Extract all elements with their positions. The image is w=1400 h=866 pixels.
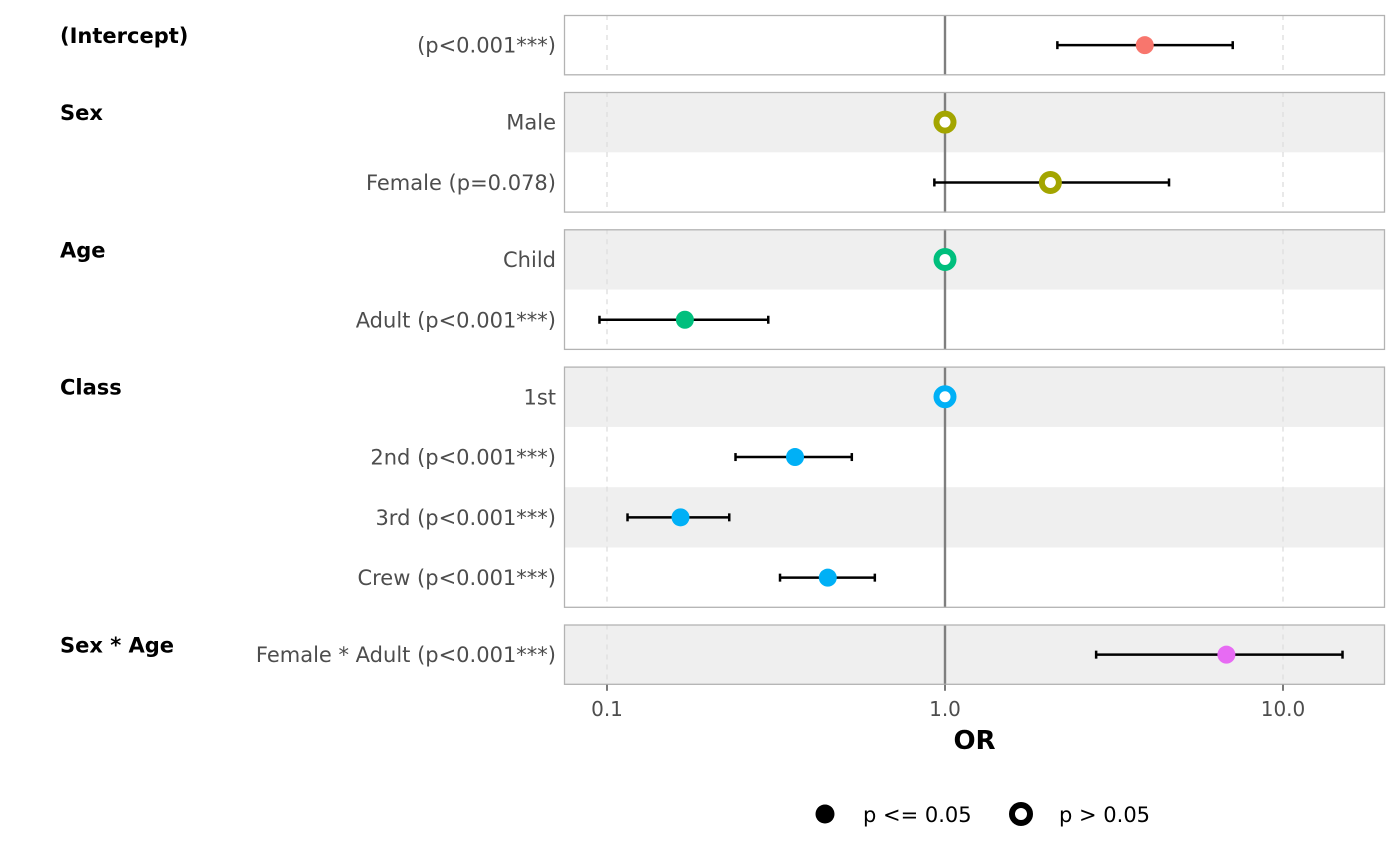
group-label: (Intercept) bbox=[60, 24, 188, 48]
row-stripe bbox=[564, 366, 1385, 427]
row-stripe bbox=[564, 92, 1385, 153]
x-tick-label: 1.0 bbox=[929, 697, 961, 721]
row-label: Adult (p<0.001***) bbox=[356, 308, 556, 332]
point-nonsignificant bbox=[1038, 170, 1062, 194]
row-label: Female * Adult (p<0.001***) bbox=[256, 643, 556, 667]
panel-border bbox=[563, 229, 1386, 351]
panel-border bbox=[563, 366, 1386, 608]
group-label: Age bbox=[60, 238, 106, 262]
legend-key-significant bbox=[815, 804, 835, 824]
point-significant bbox=[1135, 36, 1154, 55]
legend-label: p <= 0.05 bbox=[863, 803, 972, 827]
group-label: Sex bbox=[60, 101, 103, 125]
point-nonsignificant bbox=[933, 247, 957, 271]
legend-key-nonsignificant bbox=[1009, 802, 1033, 826]
legend-label: p > 0.05 bbox=[1059, 803, 1150, 827]
point-significant bbox=[675, 310, 694, 329]
row-label: Female (p=0.078) bbox=[366, 171, 556, 195]
row-label: 1st bbox=[523, 385, 556, 409]
x-tick-label: 0.1 bbox=[591, 697, 623, 721]
row-label: Male bbox=[506, 111, 556, 135]
group-label: Class bbox=[60, 376, 122, 400]
row-stripe bbox=[564, 229, 1385, 290]
point-significant bbox=[786, 448, 805, 467]
row-label: (p<0.001***) bbox=[417, 34, 556, 58]
panel-border bbox=[563, 91, 1386, 213]
row-label: Crew (p<0.001***) bbox=[357, 566, 556, 590]
row-label: 2nd (p<0.001***) bbox=[370, 446, 556, 470]
point-nonsignificant bbox=[933, 110, 957, 134]
row-label: 3rd (p<0.001***) bbox=[375, 506, 556, 530]
x-axis-title: OR bbox=[953, 726, 995, 756]
point-significant bbox=[671, 508, 690, 527]
row-label: Child bbox=[503, 248, 556, 272]
point-nonsignificant bbox=[933, 385, 957, 409]
group-label: Sex * Age bbox=[60, 634, 174, 658]
point-significant bbox=[818, 568, 837, 587]
point-significant bbox=[1217, 645, 1236, 664]
panel-border bbox=[563, 14, 1386, 76]
x-tick-label: 10.0 bbox=[1261, 697, 1306, 721]
panel-background bbox=[564, 15, 1385, 76]
panel-border bbox=[563, 624, 1386, 685]
